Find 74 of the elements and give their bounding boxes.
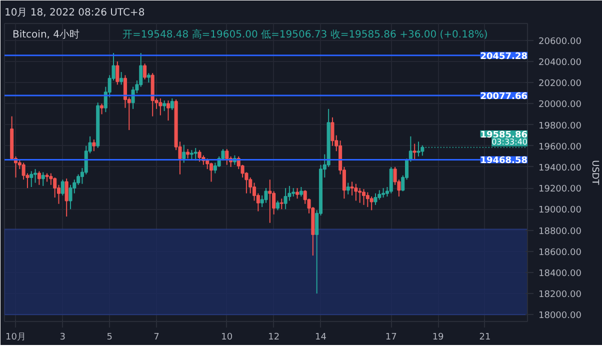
- y-tick-label: 19000.00: [538, 206, 582, 216]
- y-tick-label: 18400.00: [538, 268, 582, 279]
- y-tick-label: 20200.00: [538, 79, 582, 90]
- candlestick: [166, 100, 170, 122]
- x-tick-label: 19: [432, 332, 444, 342]
- annotation: 03:33:40: [492, 137, 528, 146]
- candlestick: [170, 98, 174, 110]
- candlestick: [60, 179, 64, 196]
- x-tick-label: 12: [268, 332, 280, 342]
- candlestick: [412, 143, 416, 160]
- candlestick: [330, 116, 334, 146]
- candlestick: [296, 188, 300, 200]
- y-tick-label: 19600.00: [538, 142, 582, 152]
- candlestick: [268, 179, 272, 224]
- y-axis-title: USDT: [589, 160, 600, 186]
- x-tick-label: 7: [154, 332, 160, 342]
- y-tick-label: 20400.00: [538, 58, 582, 68]
- candlestick: [158, 98, 162, 116]
- candlestick: [284, 188, 288, 210]
- candlestick: [358, 188, 362, 204]
- candlestick: [100, 103, 104, 115]
- y-tick-label: 18800.00: [538, 226, 582, 237]
- candlestick: [280, 198, 284, 210]
- candlestick: [143, 63, 147, 80]
- y-tick-label: 18200.00: [538, 290, 582, 300]
- x-tick-label: 14: [315, 332, 327, 342]
- candlestick: [389, 166, 393, 194]
- x-tick-label: 5: [106, 332, 112, 342]
- candlestick: [120, 72, 124, 86]
- candlestick: [299, 186, 303, 197]
- x-tick-label: 17: [385, 332, 397, 342]
- x-tick-label: 3: [60, 332, 66, 342]
- candlestick: [366, 192, 370, 208]
- candlestick: [162, 100, 166, 112]
- candlestick: [190, 150, 194, 160]
- candlestick: [346, 182, 350, 195]
- candlestick: [49, 172, 53, 186]
- candlestick: [198, 150, 202, 162]
- candlestick: [194, 147, 198, 162]
- candlestick: [276, 200, 280, 211]
- x-tick-label: 21: [479, 332, 491, 342]
- x-tick-label: 10: [221, 332, 233, 342]
- candlestick: [34, 168, 38, 184]
- candlestick: [370, 196, 374, 211]
- candlestick: [206, 158, 210, 170]
- text: 开=19548.48 高=19605.00 低=19506.73 收=19585.86 +36.00 (+0.18%): [122, 28, 488, 40]
- candlestick: [186, 148, 190, 160]
- candlestick: [146, 72, 150, 84]
- candlestick: [116, 60, 120, 86]
- text: Bitcoin, 4小时: [12, 28, 80, 40]
- candlestick: [182, 144, 186, 164]
- y-tick-label: 20000.00: [538, 100, 582, 110]
- candlestick: [53, 177, 57, 198]
- candlestick: [64, 178, 68, 218]
- candlestick: [37, 170, 41, 186]
- candlestick: [382, 188, 386, 198]
- candlestick: [30, 170, 34, 188]
- candlestick: [209, 162, 214, 182]
- candlestick: [41, 172, 45, 186]
- text: 10月 18, 2022 08:26 UTC+8: [4, 8, 145, 18]
- candlestick: [374, 192, 378, 206]
- ref-line-label: 19468.58: [480, 156, 528, 166]
- candlestick: [225, 148, 229, 166]
- candlestick: [92, 139, 96, 152]
- y-tick-label: 19400.00: [538, 163, 582, 174]
- candlestick: [354, 183, 358, 202]
- y-tick-label: 18600.00: [538, 248, 582, 258]
- candlestick: [362, 188, 366, 206]
- y-tick-label: 19200.00: [538, 184, 582, 195]
- x-tick-label: 10月: [6, 332, 26, 342]
- candlestick: [264, 188, 268, 204]
- y-tick-label: 19800.00: [538, 121, 582, 132]
- y-tick-label: 18000.00: [538, 311, 582, 322]
- y-tick-label: 20600.00: [538, 36, 582, 47]
